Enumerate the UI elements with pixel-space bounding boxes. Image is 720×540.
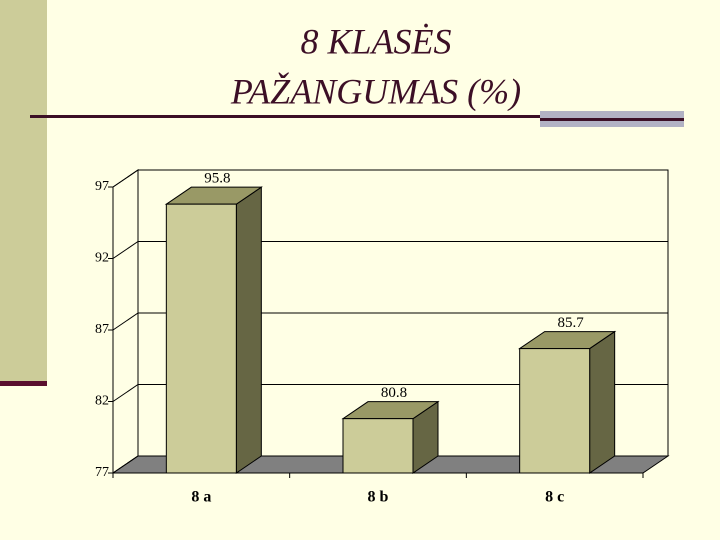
bar-side <box>235 186 262 474</box>
grid-line <box>112 241 668 259</box>
bar-side <box>589 330 616 474</box>
y-tick-label: 82 <box>95 394 109 409</box>
bar <box>165 203 237 474</box>
x-tick-label: 8 b <box>368 489 389 506</box>
y-tick-label: 77 <box>95 465 109 480</box>
side-panel <box>0 0 47 383</box>
bar <box>342 418 414 474</box>
y-tick-label: 92 <box>95 251 109 266</box>
chart-title: 8 KLASĖS <box>300 21 451 61</box>
y-tick-label: 97 <box>95 179 109 194</box>
title-rule <box>30 115 545 118</box>
title-accent-line <box>540 118 684 121</box>
grid-line <box>112 312 668 331</box>
chart-title: PAŽANGUMAS (%) <box>230 71 521 111</box>
y-tick-label: 87 <box>95 322 109 337</box>
value-label: 85.7 <box>558 315 585 331</box>
grid-line <box>112 384 668 402</box>
x-tick-label: 8 a <box>191 489 211 506</box>
x-tick-label: 8 c <box>545 489 564 506</box>
value-label: 95.8 <box>204 171 230 187</box>
bar <box>519 348 591 474</box>
chart: 77 82 87 92 97 8 a 95.8 8 b 80.8 8 c 85.7 <box>95 169 670 506</box>
side-panel-edge <box>0 381 47 386</box>
grid-line <box>112 455 668 474</box>
grid-line <box>112 169 668 188</box>
value-label: 80.8 <box>381 385 407 401</box>
